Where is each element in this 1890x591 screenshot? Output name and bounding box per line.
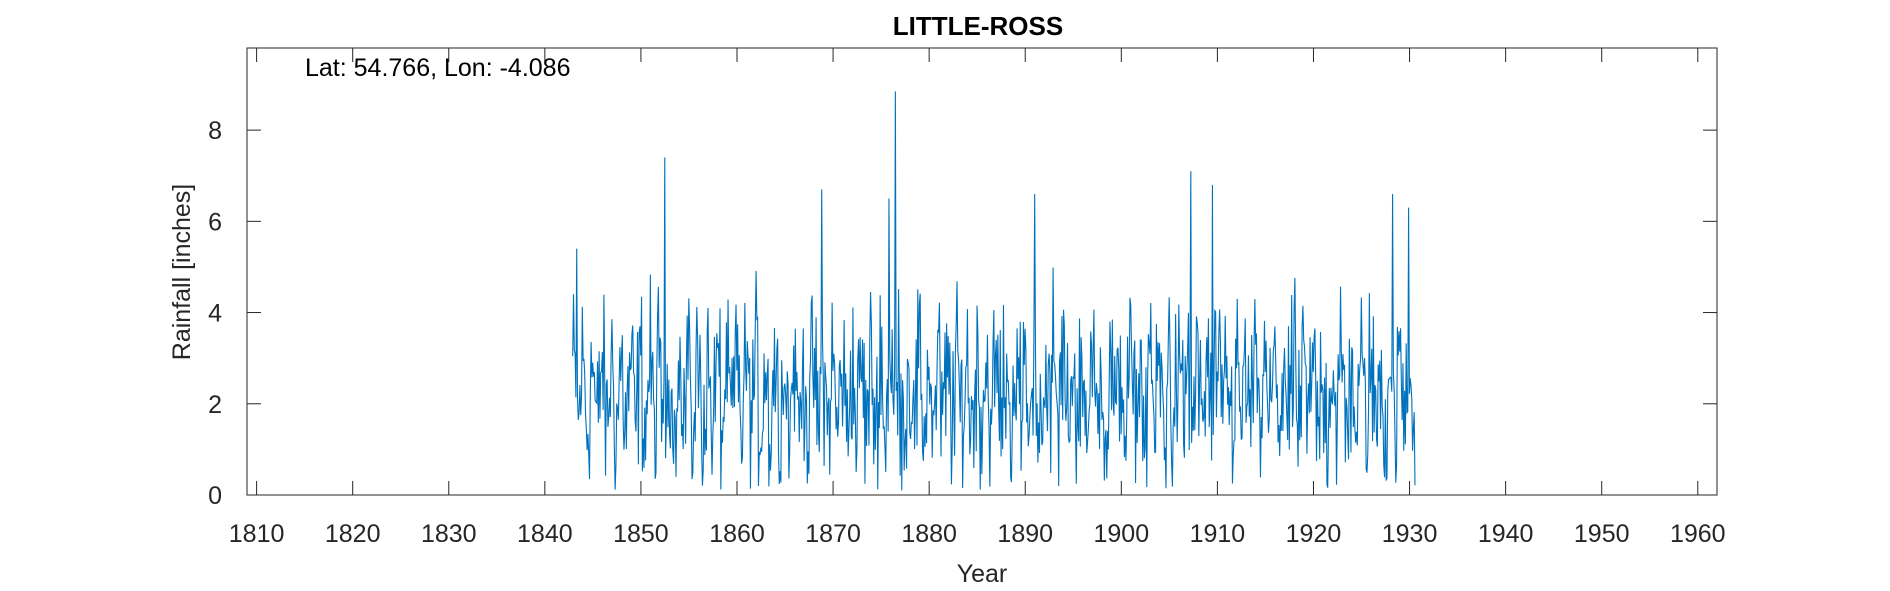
x-tick-label: 1910 (1190, 520, 1246, 548)
x-tick-label: 1930 (1382, 520, 1438, 548)
x-tick-label: 1890 (997, 520, 1053, 548)
y-tick-label: 4 (208, 300, 222, 328)
y-tick-label: 8 (208, 117, 222, 145)
rainfall-line (572, 91, 1416, 491)
x-tick-label: 1850 (613, 520, 669, 548)
x-tick-label: 1830 (421, 520, 477, 548)
x-tick-label: 1810 (229, 520, 285, 548)
rainfall-series (572, 91, 1416, 491)
x-tick-label: 1920 (1286, 520, 1342, 548)
x-tick-label: 1940 (1478, 520, 1534, 548)
y-tick-label: 2 (208, 391, 222, 419)
x-tick-label: 1950 (1574, 520, 1630, 548)
y-axis-label: Rainfall [inches] (168, 184, 196, 360)
location-annotation: Lat: 54.766, Lon: -4.086 (305, 54, 571, 82)
x-axis-label: Year (957, 560, 1008, 588)
x-tick-label: 1860 (709, 520, 765, 548)
x-axis-ticks: 1810 1820 1830 1840 1850 1860 1870 1880 1890 1900… (229, 48, 1726, 548)
y-tick-label: 6 (208, 208, 222, 236)
x-tick-label: 1960 (1670, 520, 1726, 548)
x-tick-label: 1820 (325, 520, 381, 548)
chart-title: LITTLE-ROSS (893, 11, 1063, 41)
x-tick-label: 1870 (805, 520, 861, 548)
y-tick-label: 0 (208, 482, 222, 510)
x-tick-label: 1840 (517, 520, 573, 548)
x-tick-label: 1900 (1094, 520, 1150, 548)
x-tick-label: 1880 (901, 520, 957, 548)
plot-area-frame (246, 47, 1718, 496)
y-axis-ticks: 0 2 4 6 8 (208, 117, 1717, 510)
